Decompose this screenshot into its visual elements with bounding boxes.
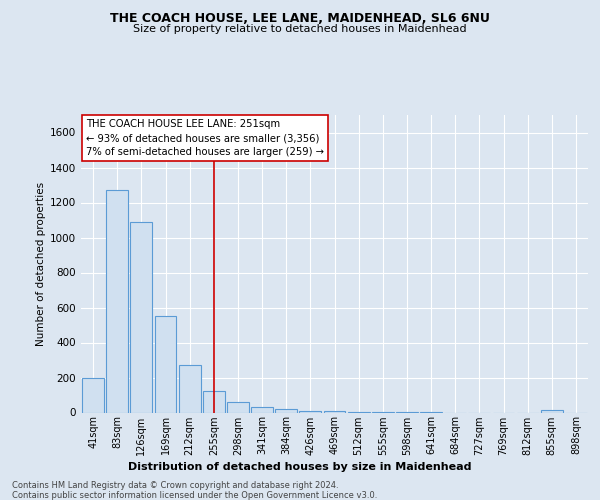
Bar xyxy=(155,316,176,412)
Text: Size of property relative to detached houses in Maidenhead: Size of property relative to detached ho… xyxy=(133,24,467,34)
Bar xyxy=(130,222,152,412)
Bar xyxy=(179,365,200,412)
Bar xyxy=(299,411,321,412)
Text: THE COACH HOUSE, LEE LANE, MAIDENHEAD, SL6 6NU: THE COACH HOUSE, LEE LANE, MAIDENHEAD, S… xyxy=(110,12,490,26)
Bar xyxy=(541,410,563,412)
Text: Contains HM Land Registry data © Crown copyright and database right 2024.: Contains HM Land Registry data © Crown c… xyxy=(12,481,338,490)
Bar xyxy=(275,410,297,412)
Y-axis label: Number of detached properties: Number of detached properties xyxy=(36,182,46,346)
Bar xyxy=(251,407,273,412)
Bar xyxy=(82,378,104,412)
Text: THE COACH HOUSE LEE LANE: 251sqm
← 93% of detached houses are smaller (3,356)
7%: THE COACH HOUSE LEE LANE: 251sqm ← 93% o… xyxy=(86,120,324,158)
Text: Distribution of detached houses by size in Maidenhead: Distribution of detached houses by size … xyxy=(128,462,472,472)
Text: Contains public sector information licensed under the Open Government Licence v3: Contains public sector information licen… xyxy=(12,491,377,500)
Bar xyxy=(227,402,249,412)
Bar xyxy=(203,390,224,412)
Bar xyxy=(106,190,128,412)
